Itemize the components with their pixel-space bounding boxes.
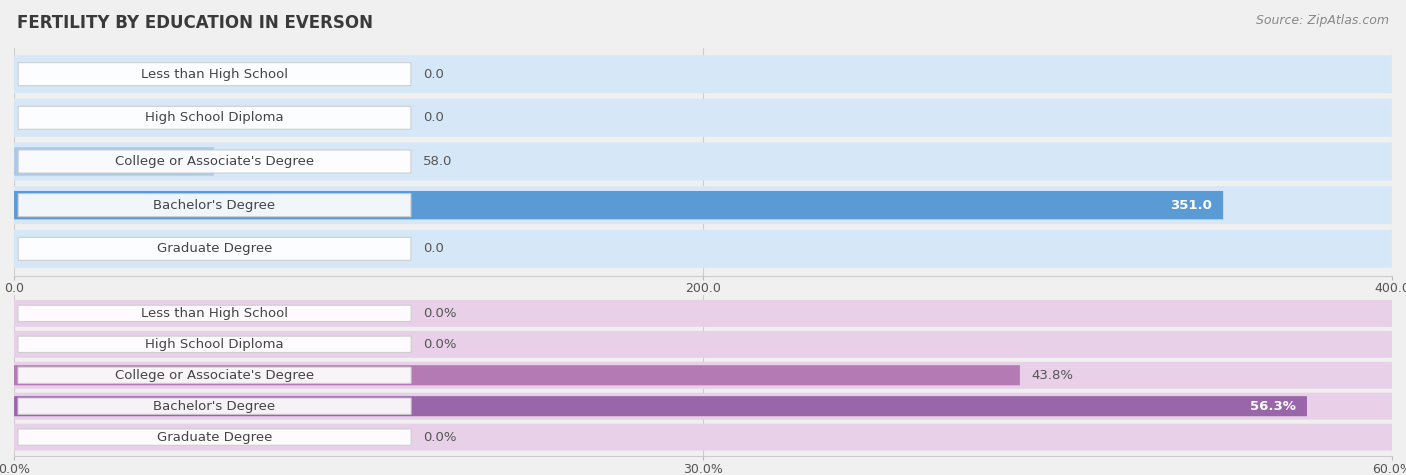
Text: Graduate Degree: Graduate Degree: [157, 431, 273, 444]
Text: High School Diploma: High School Diploma: [145, 338, 284, 351]
FancyBboxPatch shape: [18, 367, 411, 383]
FancyBboxPatch shape: [14, 55, 1392, 93]
Text: 351.0: 351.0: [1170, 199, 1212, 212]
FancyBboxPatch shape: [14, 147, 214, 176]
FancyBboxPatch shape: [18, 429, 411, 445]
FancyBboxPatch shape: [14, 300, 1392, 327]
FancyBboxPatch shape: [14, 393, 1392, 419]
FancyBboxPatch shape: [18, 238, 411, 260]
Text: Bachelor's Degree: Bachelor's Degree: [153, 199, 276, 212]
Text: 0.0: 0.0: [423, 67, 444, 81]
FancyBboxPatch shape: [14, 186, 1392, 224]
Text: High School Diploma: High School Diploma: [145, 111, 284, 124]
Text: Graduate Degree: Graduate Degree: [157, 242, 273, 256]
FancyBboxPatch shape: [14, 191, 1223, 219]
FancyBboxPatch shape: [14, 362, 1392, 389]
Text: College or Associate's Degree: College or Associate's Degree: [115, 155, 314, 168]
Text: 0.0%: 0.0%: [423, 307, 457, 320]
Text: 0.0: 0.0: [423, 242, 444, 256]
Text: 58.0: 58.0: [423, 155, 453, 168]
Text: 0.0%: 0.0%: [423, 338, 457, 351]
FancyBboxPatch shape: [14, 99, 1392, 137]
Text: Bachelor's Degree: Bachelor's Degree: [153, 399, 276, 413]
Text: FERTILITY BY EDUCATION IN EVERSON: FERTILITY BY EDUCATION IN EVERSON: [17, 14, 373, 32]
FancyBboxPatch shape: [18, 63, 411, 86]
FancyBboxPatch shape: [18, 150, 411, 173]
Text: 0.0%: 0.0%: [423, 431, 457, 444]
FancyBboxPatch shape: [18, 336, 411, 352]
Text: Less than High School: Less than High School: [141, 67, 288, 81]
FancyBboxPatch shape: [14, 365, 1019, 385]
Text: Less than High School: Less than High School: [141, 307, 288, 320]
Text: 56.3%: 56.3%: [1250, 399, 1296, 413]
FancyBboxPatch shape: [14, 396, 1308, 416]
FancyBboxPatch shape: [18, 398, 411, 414]
FancyBboxPatch shape: [18, 305, 411, 322]
FancyBboxPatch shape: [14, 142, 1392, 180]
Text: 0.0: 0.0: [423, 111, 444, 124]
FancyBboxPatch shape: [14, 230, 1392, 268]
FancyBboxPatch shape: [14, 331, 1392, 358]
FancyBboxPatch shape: [18, 106, 411, 129]
FancyBboxPatch shape: [14, 424, 1392, 451]
Text: 43.8%: 43.8%: [1031, 369, 1073, 382]
Text: Source: ZipAtlas.com: Source: ZipAtlas.com: [1256, 14, 1389, 27]
FancyBboxPatch shape: [18, 194, 411, 217]
Text: College or Associate's Degree: College or Associate's Degree: [115, 369, 314, 382]
